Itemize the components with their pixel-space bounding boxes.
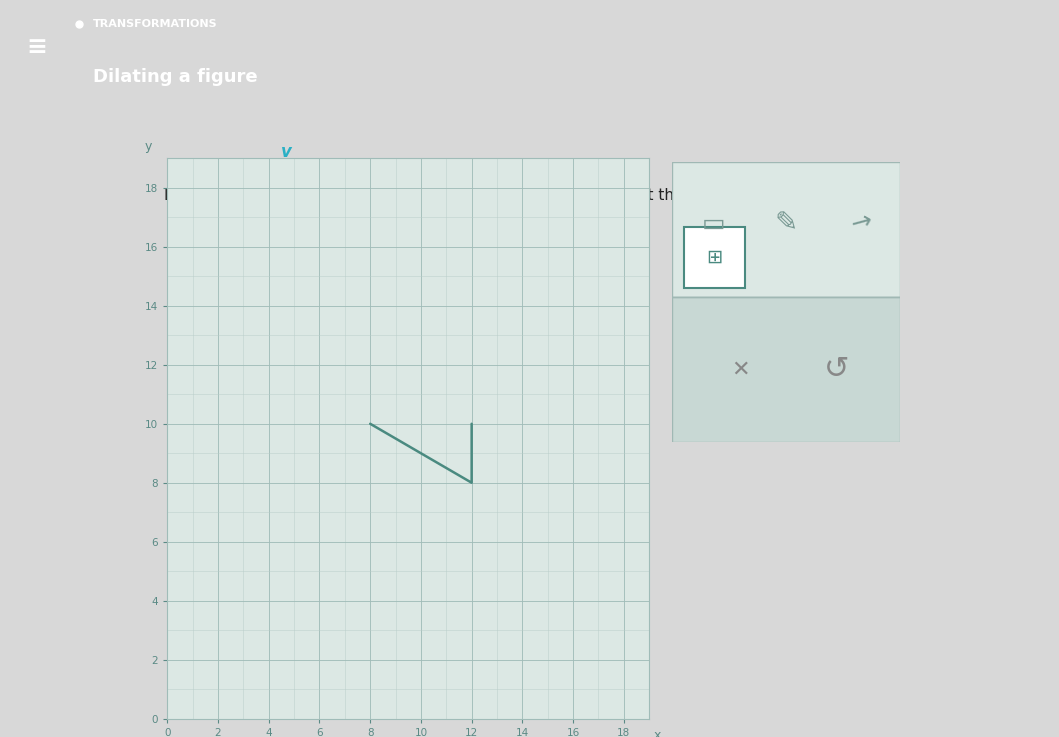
Text: y: y <box>144 140 151 153</box>
Text: ✎: ✎ <box>775 210 797 238</box>
Text: centered at the: centered at the <box>560 188 688 203</box>
Text: origin: origin <box>683 188 726 203</box>
FancyBboxPatch shape <box>684 226 746 288</box>
Text: dilation: dilation <box>503 188 559 203</box>
Text: ↗: ↗ <box>844 208 875 240</box>
Text: ≡: ≡ <box>26 35 48 59</box>
Text: ⊞: ⊞ <box>706 248 723 267</box>
Text: x: x <box>654 729 662 737</box>
Text: Draw the image of the following figure after a: Draw the image of the following figure a… <box>164 188 520 203</box>
Text: v: v <box>281 143 291 161</box>
Text: with a scale factor of: with a scale factor of <box>725 188 896 203</box>
Text: 1: 1 <box>851 183 860 197</box>
Text: TRANSFORMATIONS: TRANSFORMATIONS <box>93 18 218 29</box>
Bar <box>672 162 900 296</box>
Text: 2: 2 <box>851 194 860 208</box>
Bar <box>672 296 900 442</box>
Text: ↺: ↺ <box>824 355 849 384</box>
Text: .: . <box>868 186 873 204</box>
Text: ✕: ✕ <box>732 360 750 380</box>
Text: Dilating a figure: Dilating a figure <box>93 68 257 85</box>
Text: ▭: ▭ <box>702 212 725 236</box>
